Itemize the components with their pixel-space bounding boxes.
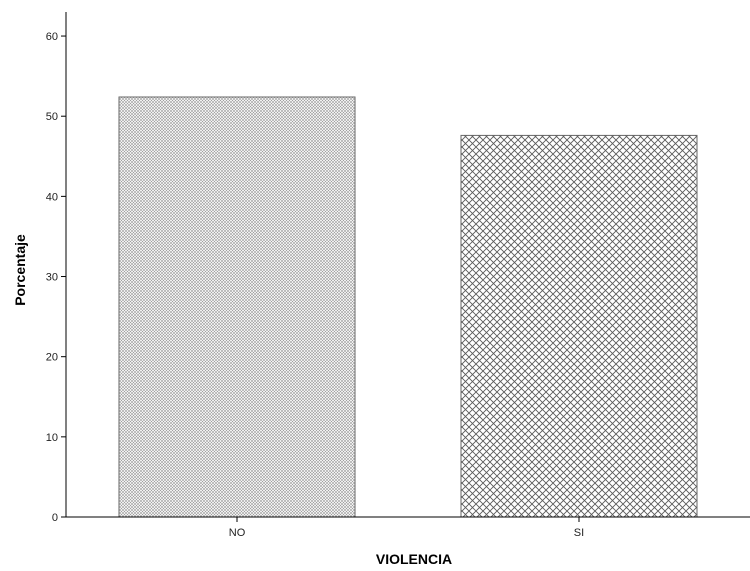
y-tick-label-0: 0	[52, 512, 58, 524]
y-tick-label-40: 40	[46, 191, 58, 203]
axes-group: 0 10 20 30 40 50 60 NO SI	[46, 12, 750, 539]
bar-no	[118, 96, 356, 518]
y-tick-label-60: 60	[46, 31, 58, 43]
x-axis-title: VIOLENCIA	[376, 551, 452, 567]
y-tick-label-50: 50	[46, 111, 58, 123]
y-tick-label-10: 10	[46, 432, 58, 444]
x-tick-label-no: NO	[229, 527, 246, 539]
y-axis-title: Porcentaje	[12, 234, 28, 306]
y-tick-label-20: 20	[46, 352, 58, 364]
y-tick-label-30: 30	[46, 272, 58, 284]
x-tick-label-si: SI	[574, 527, 584, 539]
bars-group	[118, 96, 698, 518]
bar-si	[460, 134, 698, 518]
